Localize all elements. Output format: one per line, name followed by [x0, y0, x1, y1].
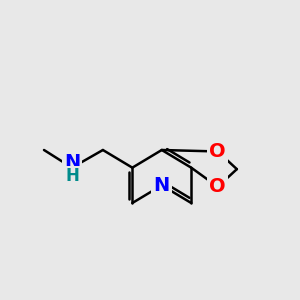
Text: N: N — [64, 153, 80, 172]
Text: O: O — [209, 177, 226, 196]
Text: H: H — [65, 167, 79, 185]
Text: O: O — [209, 142, 226, 161]
Text: N: N — [154, 176, 170, 195]
